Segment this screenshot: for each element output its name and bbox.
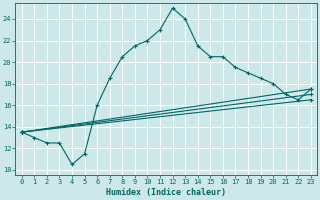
X-axis label: Humidex (Indice chaleur): Humidex (Indice chaleur) bbox=[106, 188, 226, 197]
